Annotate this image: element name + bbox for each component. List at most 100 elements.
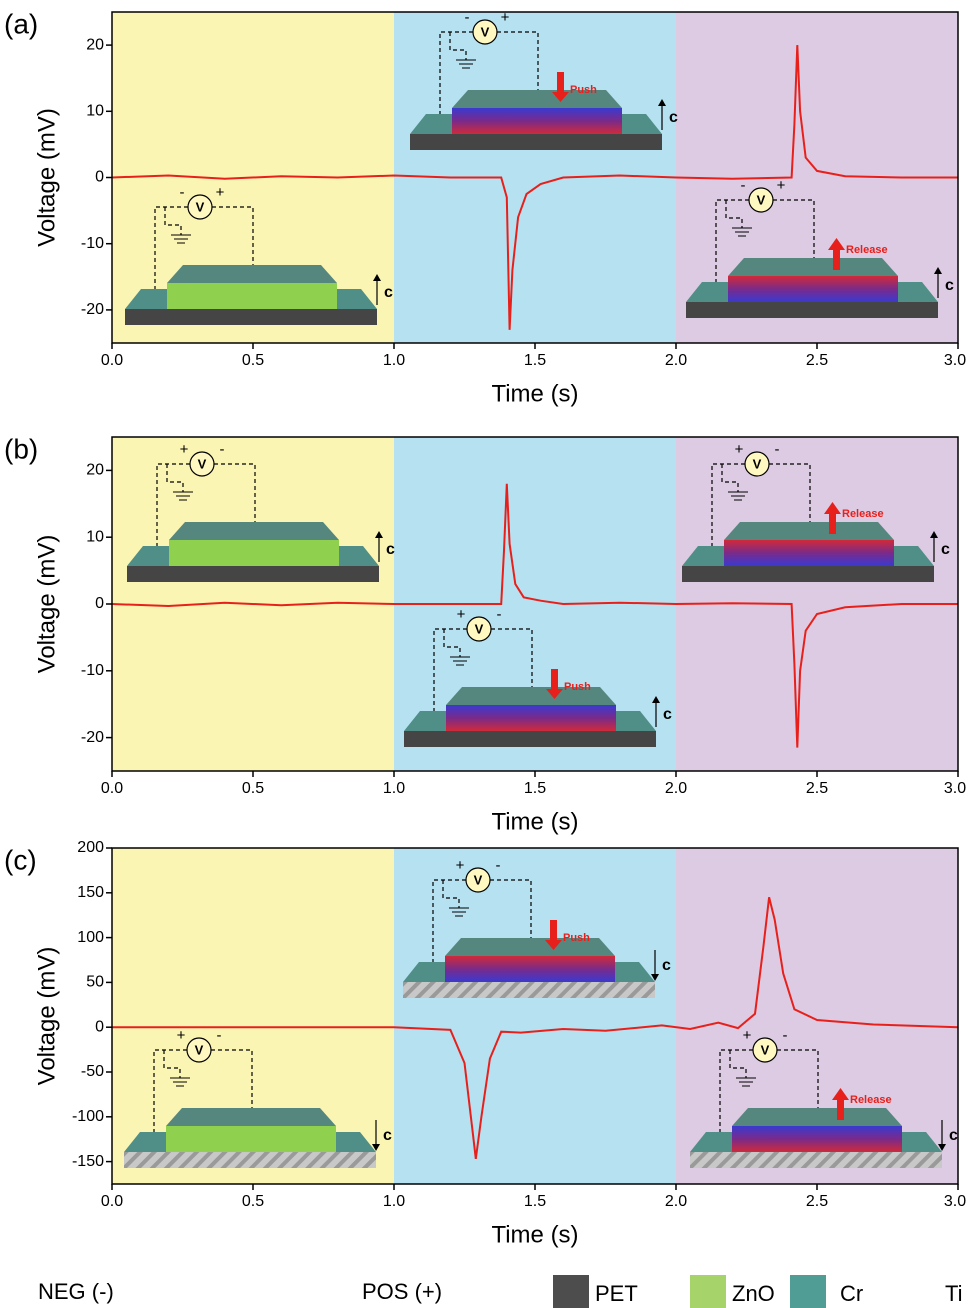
sign: + — [456, 857, 465, 874]
top-electrode — [446, 687, 616, 705]
voltage-line — [112, 897, 959, 1160]
panel-label: (b) — [4, 433, 38, 464]
device-inset: V + - Push c — [403, 857, 671, 998]
x-tick-label: 0.0 — [101, 352, 123, 369]
voltmeter-label: V — [753, 456, 762, 471]
c-axis-head — [375, 531, 383, 538]
active-layer — [728, 276, 898, 302]
y-tick-label: 0 — [95, 1018, 104, 1035]
c-axis-head — [934, 267, 942, 274]
legend-swatch — [790, 1275, 826, 1308]
force-arrow — [829, 512, 836, 534]
wire — [163, 1050, 181, 1078]
y-tick-label: 20 — [86, 462, 104, 479]
x-tick-label: 0.5 — [242, 1193, 264, 1210]
substrate — [404, 731, 656, 747]
legend-label: PET — [595, 1281, 638, 1306]
c-axis-label: c — [662, 957, 671, 974]
sign: - — [741, 177, 746, 194]
active-layer — [446, 705, 616, 731]
c-axis-label: c — [663, 706, 672, 723]
wire — [725, 200, 743, 228]
action-label: Release — [842, 508, 884, 520]
force-arrow — [837, 1098, 844, 1120]
substrate — [127, 566, 379, 582]
x-tick-label: 1.0 — [383, 780, 405, 797]
voltmeter-label: V — [475, 621, 484, 636]
device-inset: V- + c — [125, 184, 393, 325]
x-tick-label: 2.5 — [806, 780, 828, 797]
x-tick-label: 2.0 — [665, 1193, 687, 1210]
action-label: Push — [570, 84, 597, 96]
y-tick-label: -150 — [72, 1153, 104, 1170]
voltage-line — [111, 483, 958, 748]
top-electrode — [732, 1108, 902, 1126]
voltmeter — [744, 451, 770, 477]
top-electrode — [452, 90, 622, 108]
legend-swatch — [553, 1275, 589, 1308]
action-label: Push — [564, 681, 591, 693]
legend-label: Cr — [840, 1281, 863, 1306]
x-tick-label: 2.0 — [665, 780, 687, 797]
wire — [721, 464, 739, 492]
legend-label: ZnO — [732, 1281, 775, 1306]
wire — [449, 32, 467, 60]
x-tick-label: 0.0 — [101, 780, 123, 797]
panel-label: (c) — [4, 844, 37, 875]
voltmeter — [186, 1037, 212, 1063]
wire — [729, 1050, 747, 1078]
y-tick-label: -20 — [81, 729, 104, 746]
c-axis-label: c — [386, 541, 395, 558]
c-axis-label: c — [949, 1127, 958, 1144]
sign: + — [777, 177, 786, 194]
voltmeter-label: V — [198, 456, 207, 471]
force-arrow — [557, 72, 564, 94]
x-tick-label: 0.5 — [242, 352, 264, 369]
voltmeter-label: V — [481, 24, 490, 39]
legend-heading: POS (+) — [362, 1279, 442, 1304]
c-axis-head — [373, 274, 381, 281]
device-inset: V + - Push c — [404, 606, 672, 747]
x-axis-label: Time (s) — [491, 808, 578, 835]
force-arrow — [833, 248, 840, 270]
x-tick-label: 3.0 — [944, 352, 966, 369]
x-axis-label: Time (s) — [491, 380, 578, 407]
force-arrow-head — [545, 940, 562, 950]
c-axis-head — [372, 1144, 380, 1151]
y-tick-label: -20 — [81, 301, 104, 318]
sign: - — [465, 9, 470, 26]
wire — [153, 1049, 187, 1138]
sign: + — [216, 184, 225, 201]
device-inset: V + - c — [127, 441, 395, 582]
substrate — [124, 1152, 376, 1168]
wire — [432, 879, 466, 968]
sign: + — [743, 1027, 752, 1044]
x-tick-label: 2.5 — [806, 352, 828, 369]
y-axis-label: Voltage (mV) — [33, 947, 60, 1086]
voltmeter — [187, 194, 213, 220]
x-tick-label: 1.0 — [383, 352, 405, 369]
device-inset: V- + Push c — [410, 9, 678, 150]
sign: + — [735, 441, 744, 458]
substrate — [403, 982, 655, 998]
top-electrode — [445, 938, 615, 956]
device-inset: V + - Release c — [682, 441, 950, 582]
wire — [443, 629, 461, 657]
sign: + — [180, 441, 189, 458]
wire — [439, 31, 473, 120]
force-arrow-head — [832, 1088, 849, 1100]
voltmeter — [189, 451, 215, 477]
c-axis-head — [651, 974, 659, 981]
active-layer — [724, 540, 894, 566]
sign: + — [457, 606, 466, 623]
sign: - — [783, 1027, 788, 1044]
wire — [164, 207, 182, 235]
wire — [442, 880, 460, 908]
force-arrow — [551, 669, 558, 691]
active-layer — [166, 1126, 336, 1152]
c-axis-label: c — [669, 109, 678, 126]
voltage-line — [111, 45, 958, 330]
y-tick-label: -50 — [81, 1063, 104, 1080]
x-tick-label: 1.5 — [524, 780, 546, 797]
x-tick-label: 1.5 — [524, 352, 546, 369]
